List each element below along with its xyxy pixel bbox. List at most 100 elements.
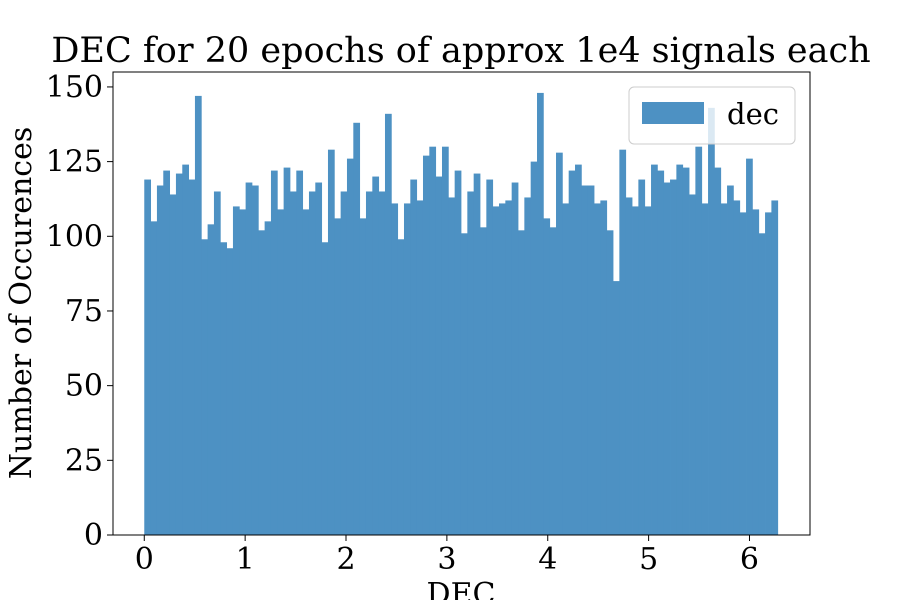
histogram-bar — [733, 200, 741, 535]
legend-swatch — [642, 102, 704, 124]
histogram-bar — [568, 170, 576, 535]
histogram-bar — [511, 182, 519, 535]
histogram-bar — [226, 248, 234, 535]
histogram-bar — [758, 233, 766, 535]
histogram-bar — [708, 107, 715, 536]
histogram-bar — [689, 194, 696, 536]
histogram-bar — [270, 170, 278, 535]
histogram-bar — [410, 179, 418, 536]
histogram-bar — [378, 191, 386, 535]
histogram-bar — [289, 191, 297, 535]
histogram-bars — [144, 92, 779, 536]
histogram-bar — [727, 185, 734, 535]
histogram-bar — [524, 197, 532, 535]
histogram-bar — [644, 206, 652, 535]
histogram-bar — [232, 206, 240, 535]
histogram-bar — [670, 179, 677, 536]
legend-frame — [628, 86, 796, 145]
histogram-bar — [479, 227, 487, 535]
histogram-bar — [657, 170, 665, 535]
histogram-bar — [156, 185, 164, 535]
histogram-bar — [441, 146, 449, 535]
histogram-bar — [175, 173, 183, 536]
y-tick-label: 0 — [84, 518, 103, 553]
y-tick-label: 150 — [46, 70, 103, 105]
histogram-bar — [606, 230, 614, 535]
histogram-bar — [714, 167, 722, 535]
histogram-bar — [188, 179, 196, 536]
axes: 0 1 2 3 4 5 6 0 25 50 75 100 125 150 — [46, 70, 811, 577]
y-tick-label: 25 — [65, 443, 103, 478]
histogram-bar — [340, 191, 348, 535]
histogram-bar — [163, 170, 171, 535]
histogram-bar — [258, 230, 266, 535]
histogram-bar — [384, 113, 392, 536]
histogram-bar — [207, 224, 215, 536]
x-tick-label: 5 — [639, 542, 658, 577]
histogram-bar — [372, 176, 380, 535]
histogram-bar — [144, 179, 152, 536]
x-tick-label: 0 — [135, 542, 154, 577]
histogram-bar — [613, 281, 620, 535]
histogram-bar — [460, 233, 468, 535]
histogram-bar — [435, 176, 443, 535]
histogram-bar — [682, 167, 690, 535]
histogram-bar — [473, 173, 481, 536]
histogram-bar — [365, 191, 373, 535]
x-tick-label: 4 — [538, 542, 557, 577]
histogram-bar — [486, 179, 494, 536]
legend-label: dec — [727, 97, 779, 131]
histogram-bar — [765, 212, 772, 535]
x-tick-label: 3 — [437, 542, 456, 577]
histogram-bar — [454, 170, 462, 535]
histogram-bar — [448, 197, 456, 535]
histogram-bar — [562, 203, 570, 535]
histogram-bar — [581, 185, 589, 535]
histogram-bar — [429, 146, 437, 535]
histogram-bar — [277, 209, 285, 536]
histogram-bar — [556, 152, 563, 535]
histogram-bar — [537, 92, 544, 536]
histogram-bar — [346, 158, 354, 536]
histogram-bar — [549, 227, 557, 535]
y-tick-label: 125 — [46, 145, 103, 180]
histogram-bar — [391, 203, 399, 535]
y-tick-label: 100 — [46, 219, 103, 254]
histogram-bar — [264, 221, 272, 535]
histogram-bar — [575, 164, 582, 535]
histogram-bar — [467, 191, 475, 535]
x-tick-label: 2 — [336, 542, 355, 577]
histogram-bar — [739, 212, 747, 535]
histogram-bar — [403, 203, 411, 535]
histogram-bar — [625, 197, 633, 535]
histogram-bar — [594, 203, 601, 535]
histogram-bar — [296, 170, 304, 535]
histogram-bar — [746, 158, 753, 536]
histogram-bar — [315, 182, 323, 535]
histogram-bar — [353, 122, 361, 536]
histogram-bar — [676, 164, 684, 535]
histogram-bar — [530, 161, 538, 535]
histogram-bar — [201, 239, 209, 536]
histogram-bar — [771, 200, 779, 535]
histogram-bar — [543, 218, 551, 535]
histogram-bar — [220, 242, 228, 535]
histogram-bar — [416, 200, 424, 535]
histogram-bar — [632, 206, 639, 535]
histogram-bar — [334, 218, 342, 535]
x-tick-label: 1 — [236, 542, 255, 577]
histogram-bar — [308, 191, 316, 535]
histogram-bar — [169, 194, 177, 536]
histogram-bar — [251, 185, 259, 535]
y-axis-label: Number of Occurences — [4, 127, 39, 479]
histogram-bar — [499, 203, 506, 535]
histogram-bar — [752, 209, 760, 536]
histogram-bar — [239, 209, 247, 536]
y-tick-label: 75 — [65, 294, 103, 329]
legend: dec — [628, 86, 796, 145]
histogram-bar — [327, 149, 335, 535]
histogram-bar — [182, 164, 190, 535]
histogram-bar — [321, 242, 329, 535]
histogram-bar — [701, 203, 709, 535]
histogram-bar — [245, 182, 253, 535]
